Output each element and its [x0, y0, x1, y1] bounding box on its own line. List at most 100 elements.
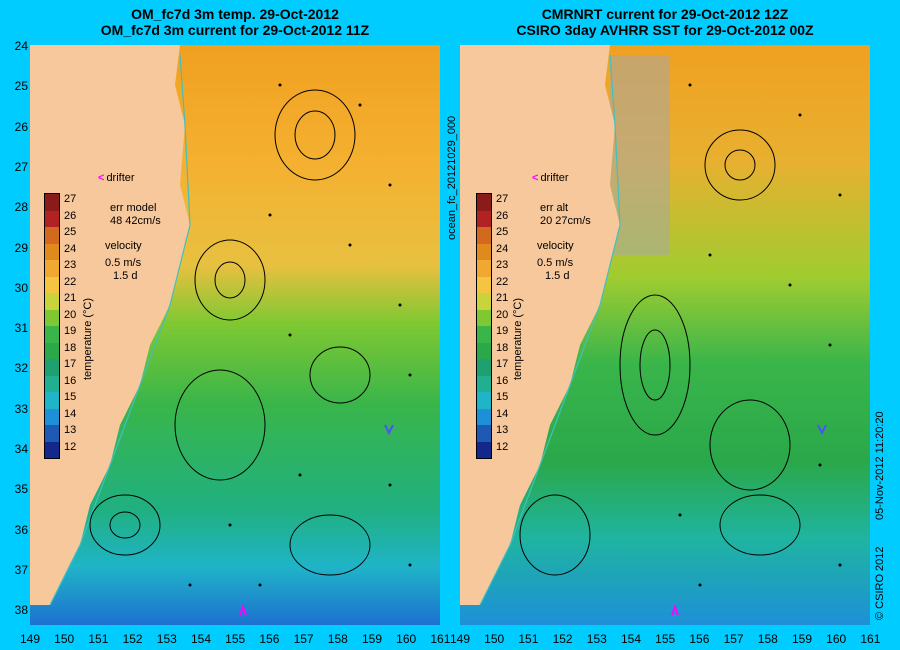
latitude-tick-label: 29 — [14, 240, 28, 255]
left-velocity-box: velocity 0.5 m/s 1.5 d — [105, 240, 142, 283]
colorbar-tick-label: 17 — [496, 358, 509, 370]
colorbar-swatch — [477, 441, 491, 458]
colorbar-swatch — [45, 276, 59, 293]
latitude-tick-label: 36 — [14, 522, 28, 537]
colorbar-swatch — [477, 276, 491, 293]
colorbar-tick-label: 15 — [64, 391, 77, 403]
colorbar-tick-label: 19 — [496, 325, 509, 337]
err-value: 20 27cm/s — [540, 215, 591, 227]
colorbar-tick-label: 26 — [64, 209, 77, 222]
longitude-tick-label: 158 — [327, 632, 348, 646]
longitude-tick-label: 156 — [259, 632, 280, 646]
colorbar-tick-label: 22 — [496, 275, 509, 288]
velocity-label: velocity — [537, 240, 574, 252]
longitude-tick-label: 159 — [361, 632, 383, 646]
colorbar-swatch — [45, 359, 59, 376]
colorbar-swatch — [45, 375, 59, 392]
colorbar-tick-label: 18 — [496, 341, 509, 354]
colorbar-tick-label: 12 — [496, 440, 509, 453]
longitude-tick-label: 151 — [518, 632, 539, 646]
colorbar-swatch — [45, 227, 59, 244]
colorbar-swatch — [45, 260, 59, 277]
colorbar-tick-label: 23 — [64, 259, 77, 271]
colorbar-swatch — [477, 227, 491, 244]
drifter-label: drifter — [106, 172, 135, 184]
left-colorbar — [44, 193, 60, 459]
drifter-positions — [239, 424, 394, 616]
colorbar-tick-label: 12 — [64, 440, 77, 453]
velocity-label: velocity — [105, 240, 142, 252]
current-vectors — [678, 83, 842, 587]
drifter-marker-icon: < — [532, 172, 539, 184]
left-colorbar-label: temperature (°C) — [82, 297, 94, 380]
right-colorbar-label: temperature (°C) — [512, 297, 524, 380]
coastline-shelf — [49, 54, 191, 606]
velocity-days: 1.5 d — [545, 270, 570, 282]
right-map-svg — [460, 45, 870, 625]
right-title-line2: CSIRO 3day AVHRR SST for 29-Oct-2012 00Z — [516, 22, 814, 38]
right-drifter-legend: < drifter — [532, 172, 569, 184]
colorbar-swatch — [477, 392, 491, 409]
drifter-label: drifter — [540, 172, 569, 184]
drifter-positions — [671, 424, 827, 616]
velocity-value: 0.5 m/s — [537, 257, 574, 269]
colorbar-swatch — [477, 342, 491, 359]
longitude-tick-label: 149 — [449, 632, 471, 646]
longitude-tick-label: 151 — [88, 632, 109, 646]
longitude-tick-label: 149 — [19, 632, 41, 646]
coastline-shelf — [479, 54, 621, 606]
left-drifter-legend: < drifter — [98, 172, 135, 184]
longitude-tick-label: 155 — [655, 632, 676, 646]
right-map-panel — [460, 45, 870, 625]
colorbar-tick-label: 21 — [64, 292, 77, 304]
left-title-line2: OM_fc7d 3m current for 29-Oct-2012 11Z — [100, 22, 370, 38]
right-err-box: err alt 20 27cm/s — [540, 202, 591, 228]
longitude-tick-label: 160 — [396, 632, 417, 646]
colorbar-tick-label: 27 — [64, 193, 77, 205]
colorbar-tick-label: 25 — [64, 226, 77, 238]
colorbar-swatch — [477, 326, 491, 343]
right-title: CMRNRT current for 29-Oct-2012 12Z CSIRO… — [455, 6, 875, 38]
copyright-text: © CSIRO 2012 — [874, 546, 886, 620]
longitude-tick-label: 150 — [484, 632, 505, 646]
velocity-days: 1.5 d — [113, 270, 138, 282]
latitude-tick-label: 37 — [14, 562, 28, 577]
velocity-value: 0.5 m/s — [105, 257, 142, 269]
colorbar-tick-label: 24 — [64, 242, 77, 255]
land-australia — [30, 45, 190, 605]
left-title: OM_fc7d 3m temp. 29-Oct-2012 OM_fc7d 3m … — [25, 6, 445, 38]
colorbar-tick-label: 23 — [496, 259, 509, 271]
colorbar-tick-label: 25 — [496, 226, 509, 238]
colorbar-tick-label: 20 — [64, 308, 77, 321]
longitude-tick-label: 159 — [791, 632, 813, 646]
colorbar-tick-label: 13 — [496, 424, 509, 436]
colorbar-tick-label: 15 — [496, 391, 509, 403]
left-err-box: err model 48 42cm/s — [110, 202, 161, 228]
longitude-tick-label: 152 — [122, 632, 143, 646]
latitude-tick-label: 27 — [14, 159, 28, 174]
forecast-id-text: ocean_fc_20121029_000 — [446, 115, 458, 240]
longitude-tick-label: 153 — [586, 632, 607, 646]
land-australia — [460, 45, 620, 605]
err-label: err alt — [540, 202, 569, 214]
colorbar-tick-label: 17 — [64, 358, 77, 370]
latitude-tick-label: 32 — [14, 361, 28, 376]
latitude-tick-label: 30 — [14, 280, 28, 295]
latitude-tick-label: 26 — [14, 119, 28, 134]
colorbar-swatch — [477, 408, 491, 425]
colorbar-swatch — [477, 425, 491, 442]
longitude-tick-label: 153 — [156, 632, 177, 646]
colorbar-swatch — [45, 441, 59, 458]
colorbar-swatch — [477, 210, 491, 227]
colorbar-tick-label: 21 — [496, 292, 509, 304]
latitude-tick-label: 25 — [14, 79, 28, 94]
colorbar-swatch — [477, 260, 491, 277]
latitude-tick-label: 38 — [14, 603, 28, 618]
right-colorbar — [476, 193, 492, 459]
colorbar-tick-label: 26 — [496, 209, 509, 222]
colorbar-swatch — [45, 425, 59, 442]
colorbar-swatch — [477, 243, 491, 260]
colorbar-tick-label: 18 — [64, 341, 77, 354]
colorbar-tick-label: 14 — [64, 407, 77, 420]
right-velocity-box: velocity 0.5 m/s 1.5 d — [537, 240, 574, 283]
